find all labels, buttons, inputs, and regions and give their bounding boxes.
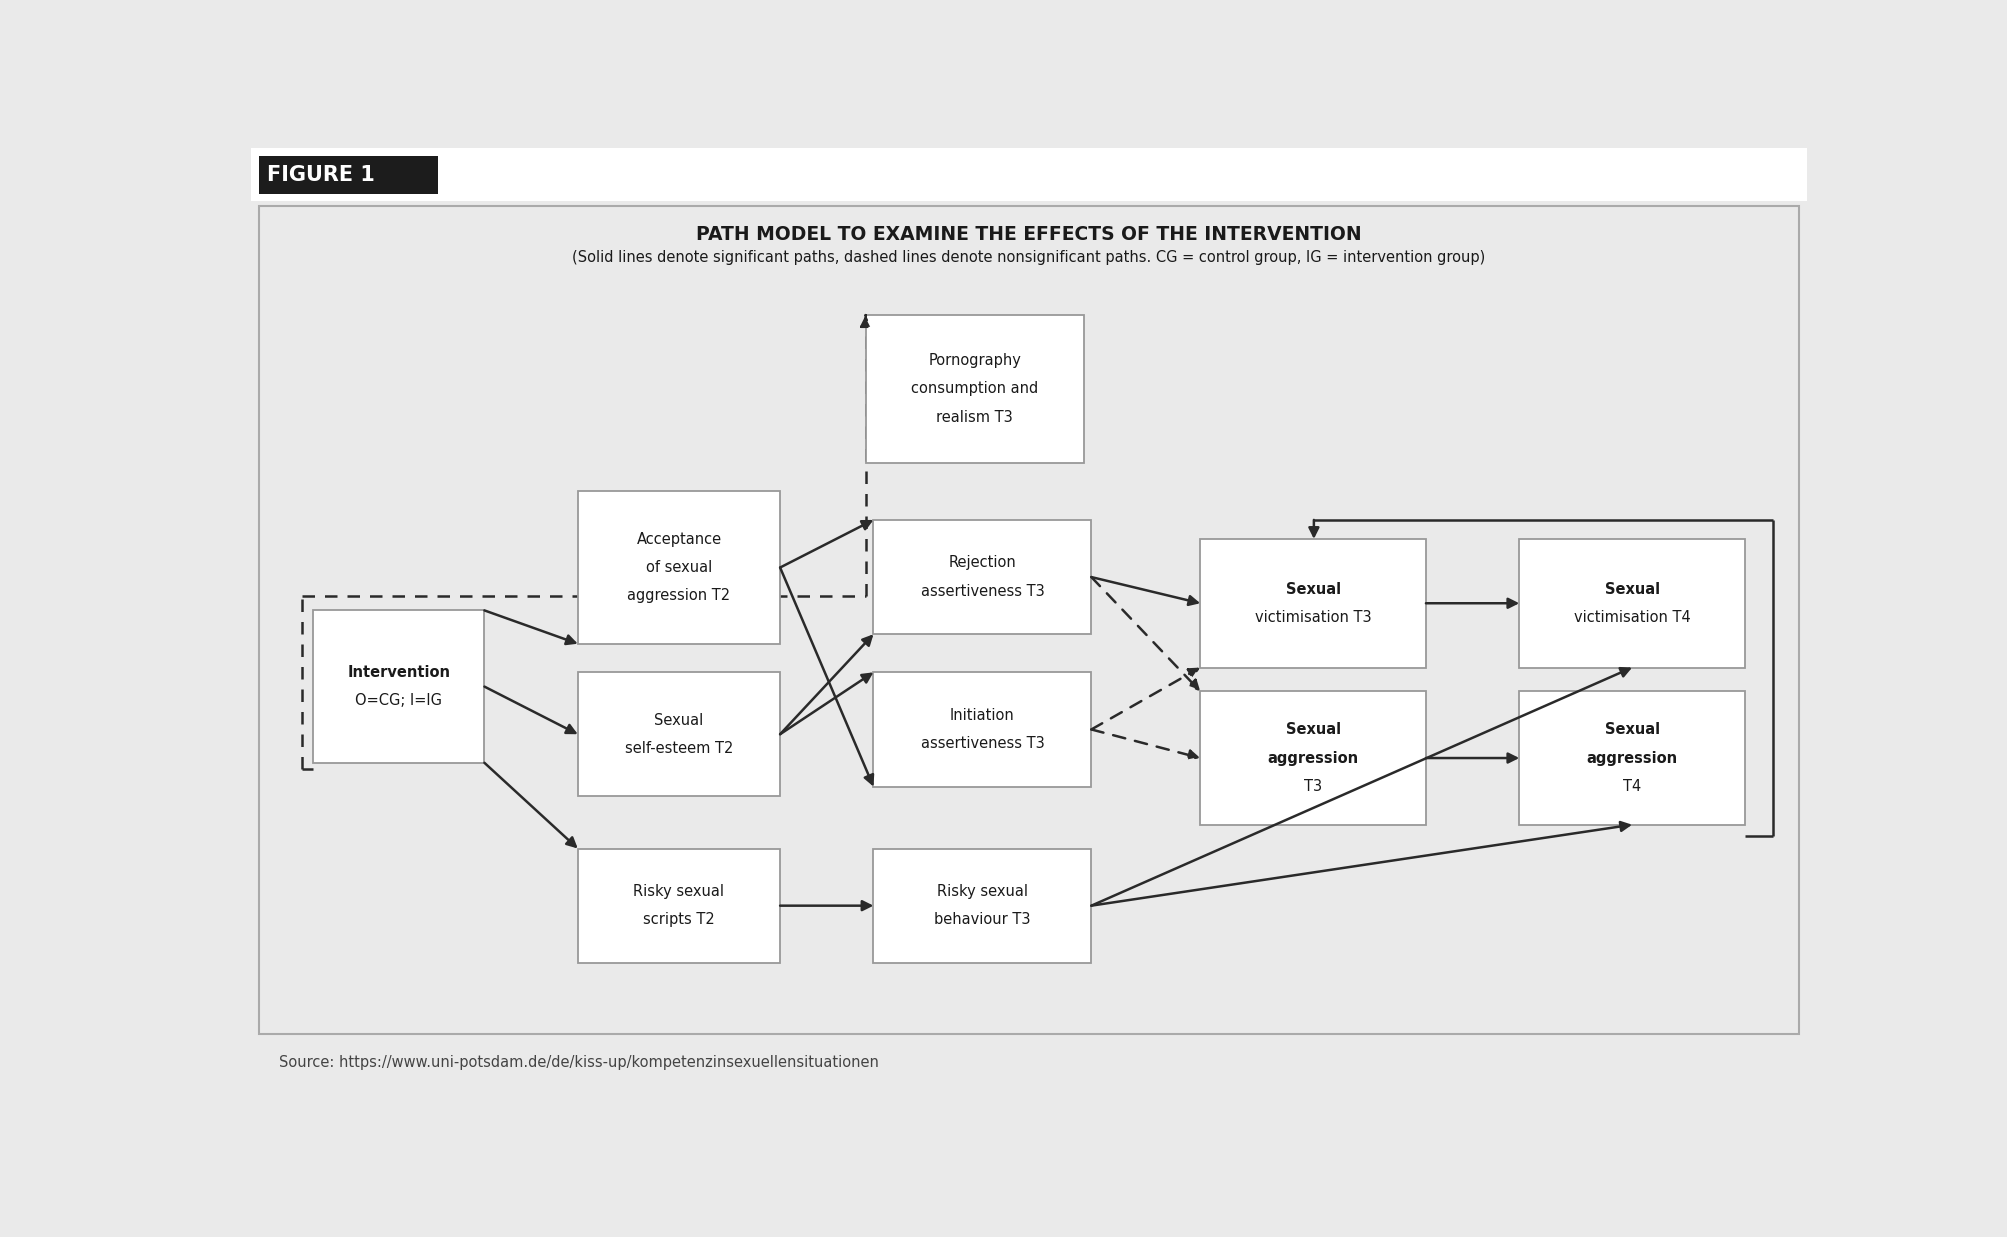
Text: FIGURE 1: FIGURE 1 xyxy=(267,165,373,186)
Text: self-esteem T2: self-esteem T2 xyxy=(624,741,733,756)
FancyBboxPatch shape xyxy=(578,849,779,962)
Text: Rejection: Rejection xyxy=(947,555,1016,570)
FancyBboxPatch shape xyxy=(578,491,779,643)
Text: scripts T2: scripts T2 xyxy=(642,913,714,928)
FancyBboxPatch shape xyxy=(865,315,1084,463)
Text: PATH MODEL TO EXAMINE THE EFFECTS OF THE INTERVENTION: PATH MODEL TO EXAMINE THE EFFECTS OF THE… xyxy=(696,225,1361,244)
Text: Sexual: Sexual xyxy=(1284,581,1341,596)
Text: T4: T4 xyxy=(1622,779,1640,794)
Text: assertiveness T3: assertiveness T3 xyxy=(919,584,1044,599)
Text: Intervention: Intervention xyxy=(347,666,450,680)
FancyBboxPatch shape xyxy=(873,520,1092,635)
Text: O=CG; I=IG: O=CG; I=IG xyxy=(355,693,442,709)
FancyBboxPatch shape xyxy=(1519,691,1744,825)
Text: assertiveness T3: assertiveness T3 xyxy=(919,736,1044,751)
FancyBboxPatch shape xyxy=(313,610,484,763)
Text: Risky sexual: Risky sexual xyxy=(937,884,1028,899)
Text: T3: T3 xyxy=(1303,779,1321,794)
Text: realism T3: realism T3 xyxy=(935,409,1012,424)
FancyBboxPatch shape xyxy=(1519,539,1744,668)
Text: victimisation T3: victimisation T3 xyxy=(1254,610,1371,625)
Text: aggression T2: aggression T2 xyxy=(626,589,731,604)
Text: aggression: aggression xyxy=(1586,751,1678,766)
Text: (Solid lines denote significant paths, dashed lines denote nonsignificant paths.: (Solid lines denote significant paths, d… xyxy=(572,250,1485,266)
Text: Sexual: Sexual xyxy=(1284,722,1341,737)
FancyBboxPatch shape xyxy=(578,673,779,797)
Text: behaviour T3: behaviour T3 xyxy=(933,913,1030,928)
FancyBboxPatch shape xyxy=(259,205,1798,1034)
Text: Acceptance: Acceptance xyxy=(636,532,721,547)
Text: consumption and: consumption and xyxy=(911,381,1038,396)
Text: Sexual: Sexual xyxy=(1604,581,1660,596)
Text: victimisation T4: victimisation T4 xyxy=(1573,610,1690,625)
FancyBboxPatch shape xyxy=(259,156,438,194)
FancyBboxPatch shape xyxy=(251,148,1806,200)
Text: Risky sexual: Risky sexual xyxy=(632,884,725,899)
FancyBboxPatch shape xyxy=(1200,539,1425,668)
Text: aggression: aggression xyxy=(1266,751,1359,766)
Text: Pornography: Pornography xyxy=(927,353,1022,369)
Text: Source: https://www.uni-potsdam.de/de/kiss-up/kompetenzinsexuellensituationen: Source: https://www.uni-potsdam.de/de/ki… xyxy=(279,1055,879,1070)
Text: Sexual: Sexual xyxy=(1604,722,1660,737)
Text: Sexual: Sexual xyxy=(654,713,702,727)
FancyBboxPatch shape xyxy=(873,673,1092,787)
FancyBboxPatch shape xyxy=(1200,691,1425,825)
Text: Initiation: Initiation xyxy=(949,708,1014,722)
Text: of sexual: of sexual xyxy=(646,560,712,575)
FancyBboxPatch shape xyxy=(873,849,1092,962)
